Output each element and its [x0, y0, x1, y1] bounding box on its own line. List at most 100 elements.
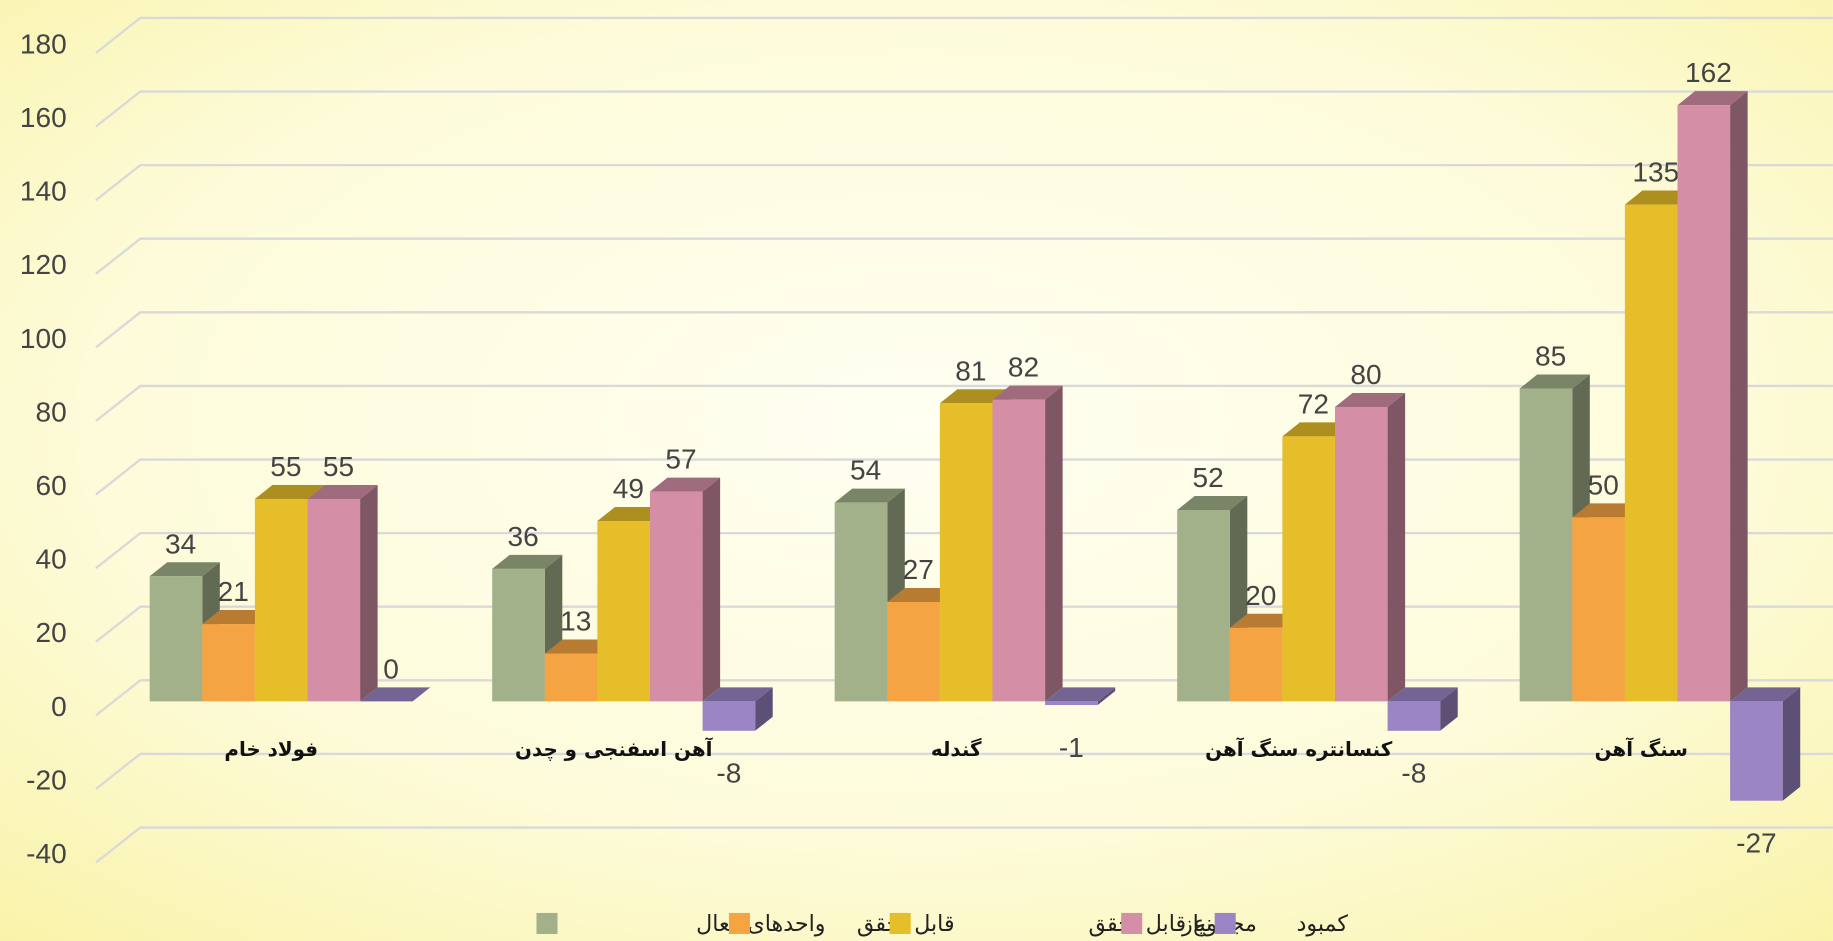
grid-line — [95, 752, 1833, 790]
x-tick-label: آهن اسفنجی و چدن — [515, 736, 714, 762]
bar-top — [360, 687, 431, 702]
grid-line — [95, 384, 1833, 422]
grid-line — [95, 90, 1833, 128]
bar-top — [1519, 374, 1590, 389]
bar-side — [1440, 687, 1458, 731]
data-label: 81 — [955, 355, 986, 386]
data-label: 162 — [1685, 57, 1732, 88]
data-label: 135 — [1632, 157, 1679, 188]
bar-top — [149, 562, 220, 577]
bar-top — [1177, 495, 1248, 511]
bar — [254, 498, 308, 702]
grid-line — [95, 163, 1833, 202]
bar-side — [702, 477, 721, 702]
bar-top — [992, 385, 1063, 400]
bar-top — [1730, 687, 1801, 702]
legend-swatch — [536, 912, 558, 934]
x-tick-label: سنگ آهن — [1595, 736, 1688, 761]
y-tick-label: 0 — [51, 691, 67, 722]
bar — [492, 568, 545, 702]
bar — [202, 624, 255, 702]
y-tick-label: 140 — [20, 176, 67, 207]
bar — [1677, 105, 1731, 702]
data-label: 55 — [323, 451, 354, 482]
bar — [1572, 517, 1625, 702]
grid-line — [95, 458, 1833, 496]
legend-swatch — [728, 912, 750, 934]
bar-side — [755, 687, 773, 731]
bar — [1387, 701, 1441, 731]
y-tick-label: -40 — [26, 838, 67, 869]
grid-line — [95, 826, 1833, 864]
data-label: -8 — [1401, 758, 1426, 789]
data-label: -27 — [1736, 828, 1777, 859]
bar — [1519, 388, 1573, 702]
data-label: -8 — [716, 758, 741, 789]
y-tick-label: 100 — [20, 323, 67, 354]
bar — [597, 521, 650, 702]
bar — [544, 653, 598, 702]
x-tick-label: کنسانتره سنگ آهن — [1205, 736, 1393, 761]
bar-top — [887, 587, 958, 603]
data-label: 80 — [1350, 359, 1381, 390]
bar-top — [307, 484, 378, 499]
bar-side — [1782, 687, 1801, 801]
grid-line — [95, 311, 1833, 349]
data-label: 82 — [1008, 352, 1039, 383]
bar-top — [939, 389, 1011, 404]
bar — [939, 403, 993, 702]
x-tick-label: فولاد خام — [224, 738, 318, 761]
y-tick-label: 180 — [20, 28, 67, 59]
y-tick-label: 20 — [35, 617, 66, 648]
data-label: 54 — [850, 455, 881, 486]
bar-side — [1730, 91, 1748, 702]
data-label: 21 — [218, 576, 249, 607]
bar — [1177, 510, 1230, 702]
legend-label: کمبود — [1297, 911, 1349, 937]
y-tick-label: -20 — [26, 764, 67, 795]
bar-top — [492, 554, 563, 569]
y-tick-label: 60 — [35, 470, 66, 501]
bar-top — [544, 639, 615, 654]
y-tick-label: 80 — [35, 396, 66, 427]
bar-side — [360, 484, 378, 702]
bar — [1045, 701, 1098, 706]
bar-side — [1097, 687, 1116, 706]
bar — [1229, 627, 1283, 702]
grid-line — [95, 16, 1833, 54]
data-label: 57 — [665, 444, 696, 475]
legend-swatch — [1214, 912, 1236, 934]
bar — [1282, 436, 1335, 702]
bar — [307, 498, 361, 702]
bar-top — [1677, 91, 1748, 106]
bar — [702, 701, 756, 731]
data-label: 20 — [1245, 580, 1276, 611]
data-label: 50 — [1588, 469, 1619, 500]
y-tick-label: 40 — [35, 544, 66, 575]
data-label: -1 — [1059, 732, 1084, 763]
bar-side — [1045, 385, 1063, 702]
data-label: 34 — [165, 528, 196, 559]
bar-top — [702, 687, 773, 702]
bar — [887, 602, 940, 702]
bar-side — [1387, 392, 1406, 702]
bar-top — [649, 477, 721, 492]
grid-line — [95, 237, 1833, 275]
bar-top — [834, 488, 905, 503]
bar — [149, 576, 203, 702]
bar — [1334, 406, 1388, 702]
y-tick-label: 160 — [20, 102, 67, 133]
data-label: 36 — [508, 521, 539, 552]
data-label: 27 — [903, 554, 934, 585]
bar — [1730, 701, 1783, 801]
legend-swatch — [1121, 912, 1143, 934]
legend-label: واحدهای فعال — [696, 911, 825, 937]
bar — [834, 502, 888, 702]
data-label: 0 — [383, 653, 399, 684]
data-label: 55 — [270, 451, 301, 482]
data-label: 49 — [613, 473, 644, 504]
x-tick-label: گندله — [931, 737, 982, 761]
bar-top — [1045, 687, 1116, 702]
legend-label: نیاز — [1181, 911, 1212, 937]
